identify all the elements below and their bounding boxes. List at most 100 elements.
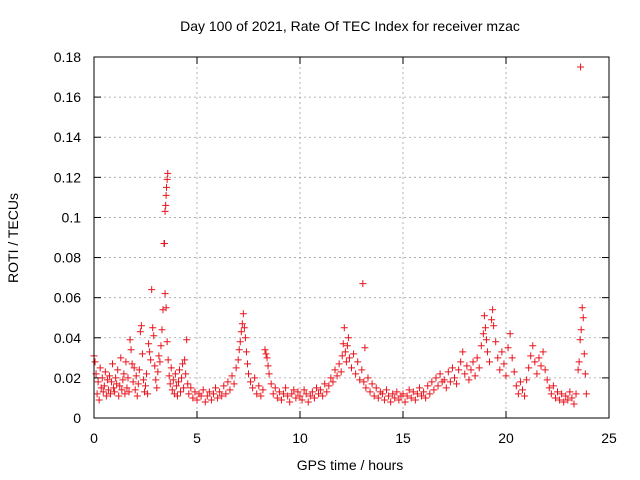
data-point [243,360,251,368]
data-point [124,374,132,382]
data-point [372,384,380,392]
data-point [451,374,458,382]
data-point [142,382,149,390]
data-point [492,338,500,346]
data-point [290,386,298,394]
data-point [480,312,488,320]
data-point [506,330,514,338]
data-point [582,390,590,398]
data-point [327,374,335,382]
data-point [578,304,586,312]
data-point [490,322,498,330]
data-point [234,356,242,364]
data-point [261,346,269,354]
data-point [167,364,175,372]
data-point [489,306,497,314]
data-point [262,350,270,358]
data-point [337,368,345,376]
data-point [123,384,131,392]
data-point [264,362,272,370]
data-point [241,334,249,342]
data-point [342,358,350,366]
data-point [184,380,192,388]
data-point [577,63,585,71]
data-point [482,336,490,344]
y-tick-label: 0.18 [54,49,81,65]
data-point [112,374,120,382]
data-point [110,384,118,392]
data-point [240,324,248,332]
data-point [118,386,126,394]
x-tick-label: 10 [292,430,308,446]
data-point [148,286,156,294]
data-point [232,364,240,372]
data-point [183,336,191,344]
data-point [153,384,161,392]
data-point [284,392,292,400]
data-point [426,390,434,398]
data-point [163,338,171,346]
data-point [475,364,483,372]
data-point [205,388,213,396]
data-point [378,390,386,398]
data-point [134,380,142,388]
data-point [162,191,170,199]
data-point [461,370,469,378]
data-point [389,390,397,398]
data-point [108,378,116,386]
data-point [574,366,582,374]
x-tick-label: 25 [601,430,617,446]
y-tick-label: 0.16 [54,89,81,105]
data-point [273,394,281,402]
data-point [238,320,246,328]
data-point [395,396,403,404]
data-point [100,382,108,390]
data-point [407,394,415,402]
data-point [216,388,224,396]
data-point [333,372,341,380]
data-point [174,378,182,386]
data-point [189,394,197,402]
data-point [271,384,279,392]
data-point [411,396,419,404]
chart-title: Day 100 of 2021, Rate Of TEC Index for r… [180,18,520,34]
data-point [502,372,510,380]
data-point [209,390,217,398]
data-point [356,376,364,384]
data-point [265,370,273,378]
data-point [442,384,450,392]
data-point [164,169,172,177]
data-point [120,370,128,378]
data-point [147,356,155,364]
data-point [259,386,267,394]
axis-ticks: 0 0.02 0.04 0.06 0.08 0.1 0.12 0.14 0.16 0.18 0 5 10… [54,49,617,446]
data-point [149,324,157,332]
data-point [288,390,296,398]
data-point [101,368,109,376]
data-point [315,390,323,398]
data-point [570,400,578,408]
data-point [543,376,551,384]
data-point [370,392,378,400]
data-point [393,388,401,396]
data-point [566,388,574,396]
data-point [430,386,438,394]
data-point [177,388,185,396]
data-point [339,340,347,348]
data-point [96,364,104,372]
data-point [282,384,290,392]
data-point [178,374,186,382]
data-point [348,364,355,372]
data-point [154,368,162,376]
data-point [422,394,430,402]
data-point [162,304,170,312]
data-point [306,392,314,400]
data-point [554,388,561,396]
data-point [547,390,555,398]
data-point [300,386,308,394]
data-point [128,360,136,368]
plot-frame [93,56,610,419]
data-point [145,340,153,348]
data-point [575,358,583,366]
data-point [551,394,559,402]
